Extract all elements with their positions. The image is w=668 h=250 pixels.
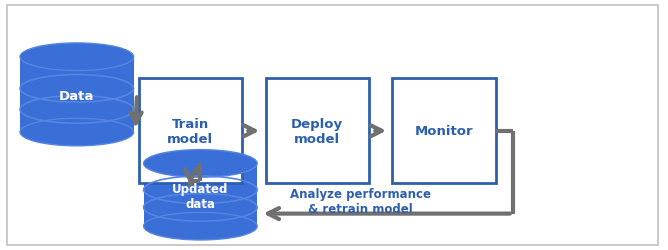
FancyBboxPatch shape xyxy=(265,79,369,184)
Text: Updated
data: Updated data xyxy=(172,182,228,210)
Ellipse shape xyxy=(144,212,257,240)
Text: Train
model: Train model xyxy=(167,117,214,145)
Ellipse shape xyxy=(20,119,134,146)
Polygon shape xyxy=(20,58,134,132)
FancyBboxPatch shape xyxy=(139,79,242,184)
Text: Monitor: Monitor xyxy=(415,125,474,138)
FancyBboxPatch shape xyxy=(393,79,496,184)
Ellipse shape xyxy=(144,150,257,178)
Text: Analyze performance
& retrain model: Analyze performance & retrain model xyxy=(290,187,432,215)
Ellipse shape xyxy=(20,44,134,71)
Polygon shape xyxy=(144,164,257,226)
FancyBboxPatch shape xyxy=(7,6,658,245)
Text: Data: Data xyxy=(59,90,94,103)
Text: Deploy
model: Deploy model xyxy=(291,117,343,145)
